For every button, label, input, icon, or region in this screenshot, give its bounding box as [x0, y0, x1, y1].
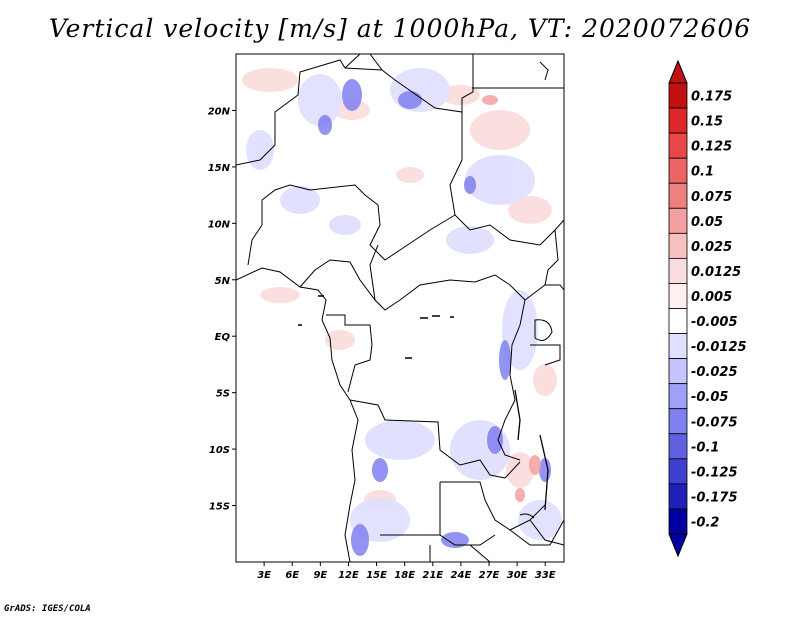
map-panel: 3E 6E 9E 12E 15E 18E 21E 24E 27E 30E 33E 20N 15N 10N…: [208, 53, 565, 581]
lon-tick-label: 33E: [535, 570, 556, 581]
river-marks: [298, 295, 454, 359]
velocity-field: [236, 54, 564, 562]
colorbar-label: 0.0125: [691, 265, 741, 280]
colorbar-top-arrow: [668, 59, 688, 84]
lon-tick-label: 12E: [338, 570, 359, 581]
colorbar-label: 0.175: [691, 90, 732, 105]
lat-tick-label: EQ: [215, 332, 231, 343]
colorbar-swatch: [668, 207, 688, 234]
colorbar-label: 0.125: [691, 140, 732, 155]
colorbar-label: -0.005: [691, 315, 738, 330]
lat-tick-label: 15S: [209, 502, 230, 513]
colorbar-label: -0.125: [691, 465, 738, 480]
colorbar: 0.175 0.15 0.125 0.1 0.075 0.05 0.025 0.0125 0.0…: [668, 59, 747, 558]
colorbar-swatch: [668, 508, 688, 535]
colorbar-swatch: [668, 107, 688, 134]
colorbar-label: -0.2: [691, 515, 719, 530]
country-borders: [236, 54, 564, 562]
colorbar-label: -0.05: [691, 390, 728, 405]
chart-title: Vertical velocity [m/s] at 1000hPa, VT: …: [48, 14, 752, 43]
colorbar-label: 0.1: [691, 165, 714, 180]
lat-tick-label: 10S: [209, 445, 230, 456]
colorbar-label: 0.025: [691, 240, 732, 255]
colorbar-label: 0.005: [691, 290, 732, 305]
positive-patches: [242, 68, 557, 510]
lon-tick-label: 27E: [479, 570, 500, 581]
colorbar-label: -0.0125: [691, 340, 747, 355]
lon-tick-label: 24E: [451, 570, 472, 581]
colorbar-label: -0.075: [691, 415, 738, 430]
latitude-ticks: 20N 15N 10N 5N EQ 5S 10S 15S: [208, 106, 236, 513]
colorbar-label: -0.1: [691, 440, 719, 455]
negative-patches-strong: [318, 79, 551, 556]
positive-patches-strong: [482, 95, 541, 502]
colorbar-swatch: [668, 333, 688, 360]
negative-patches-light: [246, 68, 562, 542]
colorbar-label: 0.15: [691, 115, 723, 130]
lon-tick-label: 9E: [313, 570, 327, 581]
colorbar-swatch: [668, 383, 688, 410]
lon-tick-label: 6E: [285, 570, 299, 581]
longitude-ticks: 3E 6E 9E 12E 15E 18E 21E 24E 27E 30E 33E: [257, 562, 556, 581]
map-frame: [235, 53, 565, 563]
lat-tick-label: 5S: [216, 389, 230, 400]
lon-tick-label: 15E: [366, 570, 387, 581]
colorbar-label: 0.075: [691, 190, 732, 205]
colorbar-swatch: [668, 283, 688, 309]
grads-credit: GrADS: IGES/COLA: [4, 604, 91, 614]
colorbar-swatch: [668, 433, 688, 460]
colorbar-swatch: [668, 132, 688, 159]
colorbar-label: -0.025: [691, 365, 738, 380]
colorbar-label: -0.175: [691, 490, 738, 505]
colorbar-swatch: [668, 358, 688, 385]
colorbar-swatch: [668, 232, 688, 259]
colorbar-bottom-arrow: [668, 533, 688, 558]
lat-tick-label: 20N: [208, 106, 231, 117]
lon-tick-label: 30E: [507, 570, 528, 581]
lat-tick-label: 15N: [208, 163, 231, 174]
lat-tick-label: 10N: [208, 219, 231, 230]
lat-tick-label: 5N: [215, 276, 231, 287]
colorbar-swatch: [668, 257, 688, 284]
colorbar-swatch: [668, 82, 688, 109]
colorbar-swatch: [668, 408, 688, 435]
lon-tick-label: 18E: [394, 570, 415, 581]
colorbar-swatch: [668, 483, 688, 510]
colorbar-swatch: [668, 182, 688, 209]
lon-tick-label: 21E: [422, 570, 443, 581]
lon-tick-label: 3E: [257, 570, 271, 581]
colorbar-swatch: [668, 308, 688, 334]
colorbar-swatch: [668, 458, 688, 485]
colorbar-label: 0.05: [691, 215, 723, 230]
colorbar-swatch: [668, 157, 688, 184]
